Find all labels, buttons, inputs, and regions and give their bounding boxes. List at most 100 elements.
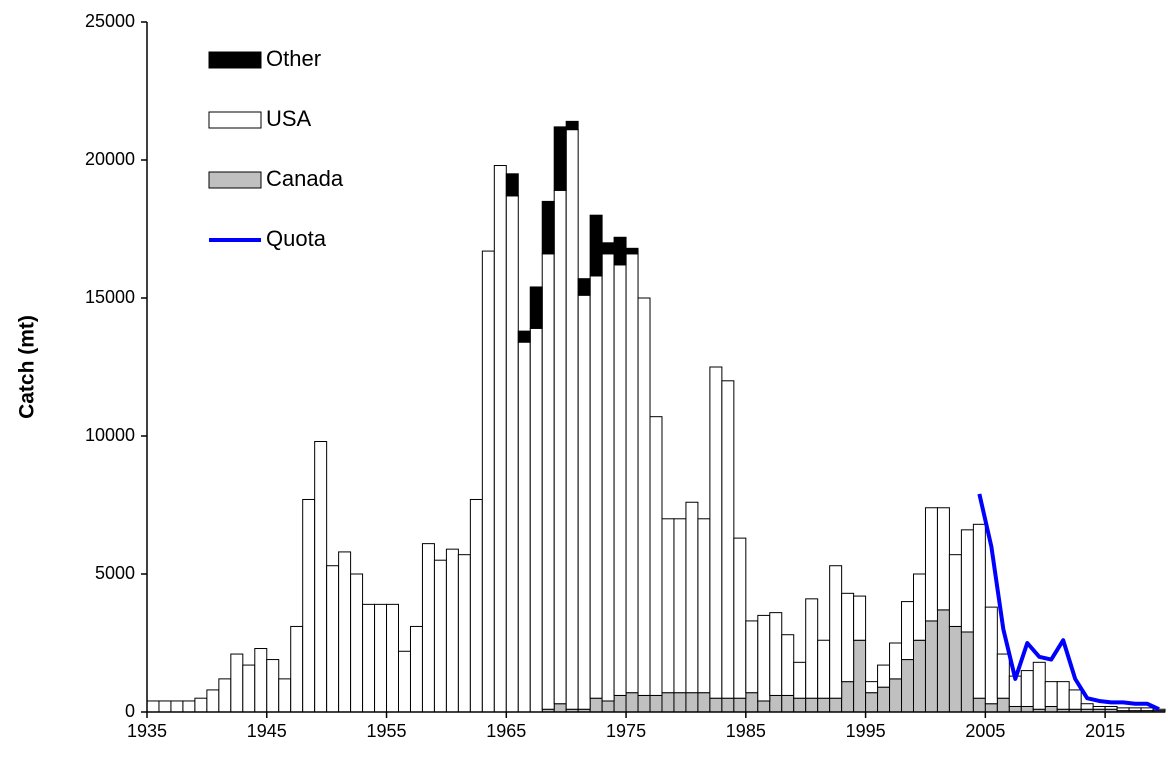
bar-segment [589,697,603,713]
bar-segment [421,543,435,713]
quota-line [977,493,1160,712]
bar-segment [924,507,938,622]
bar-segment [553,189,567,705]
bar-segment [601,253,615,702]
bar-segment [589,214,603,277]
x-tick-label: 2015 [1085,721,1125,741]
bar-segment [206,689,220,713]
bar-segment [529,327,543,713]
bar-segment [1080,703,1094,710]
y-tick-label: 0 [125,701,135,721]
bar-segment [637,297,651,696]
bar-segment [673,518,687,694]
bar-segment [338,551,352,713]
bar-segment [577,278,591,296]
bar-segment [793,661,807,699]
y-tick-label: 10000 [85,425,135,445]
bar-segment [685,501,699,694]
bar-segment [589,275,603,699]
bar-segment [721,380,735,699]
x-tick-label: 1985 [726,721,766,741]
bar-segment [661,692,675,713]
bar-segment [817,639,831,699]
bar-segment [745,692,759,713]
bar-segment [960,529,974,633]
bar-segment [853,639,867,713]
bar-segment [433,559,447,713]
legend-label: Canada [266,166,344,191]
bar-segment [230,653,244,713]
bar-segment [889,642,903,680]
bar-segment [757,700,771,713]
legend-swatch [208,51,262,69]
bar-segment [398,650,411,713]
bar-segment [912,573,926,641]
bar-segment [637,694,651,713]
bar-segment [218,678,232,713]
bar-segment [769,612,783,696]
bar-segment [1008,705,1022,713]
y-axis-title: Catch (mt) [16,315,39,419]
y-tick-label: 25000 [85,11,135,31]
bar-segment [661,518,675,694]
x-tick-label: 1935 [127,721,167,741]
bar-segment [877,686,891,713]
bar-segment [613,694,627,713]
bar-segment [649,416,663,696]
bar-segment [996,697,1010,713]
bar-segment [1092,705,1106,710]
bar-segment [254,648,268,713]
bar-segment [745,620,759,694]
bar-segment [829,697,843,713]
bar-segment [865,692,879,713]
bar-segment [793,697,807,713]
bar-segment [901,601,914,661]
bar-segment [960,631,974,713]
bar-segment [625,692,639,713]
bar-segment [409,625,423,713]
bar-segment [541,200,555,255]
bar-segment [481,250,495,713]
bar-segment [972,523,986,699]
bar-segment [1044,705,1058,713]
bar-segment [565,120,579,131]
bar-segment [721,697,735,713]
bar-segment [290,625,304,713]
bar-segment [242,664,256,713]
y-tick-label: 15000 [85,287,135,307]
legend-label: Quota [266,226,327,251]
bar-segment [924,620,938,713]
bar-segment [709,366,723,699]
bar-segment [469,498,483,713]
bar-segment [829,565,843,699]
bar-segment [517,330,531,343]
bar-segment [984,606,998,705]
bar-segment [805,598,819,699]
bar-segment [805,697,819,713]
y-tick-label: 5000 [95,563,135,583]
bar-segment [314,441,328,713]
x-tick-label: 1955 [367,721,407,741]
x-tick-label: 1965 [486,721,526,741]
bar-segment [613,264,627,696]
bar-segment [386,603,400,713]
bar-segment [877,664,891,688]
bar-segment [577,294,591,710]
bar-segment [948,625,962,713]
bar-segment [984,703,998,713]
bar-segment [350,573,364,713]
bar-segment [541,253,555,710]
legend-label: Other [266,46,321,71]
bar-segment [1128,707,1142,712]
bar-segment [601,700,615,713]
bar-segment [841,681,855,713]
bar-segment [302,498,316,713]
bar-segment [1056,681,1070,710]
bar-segment [912,639,926,713]
bar-segment [266,659,280,713]
bar-segment [565,129,579,710]
bar-segment [493,165,507,713]
bar-segment [517,341,531,713]
legend-label: USA [266,106,312,131]
